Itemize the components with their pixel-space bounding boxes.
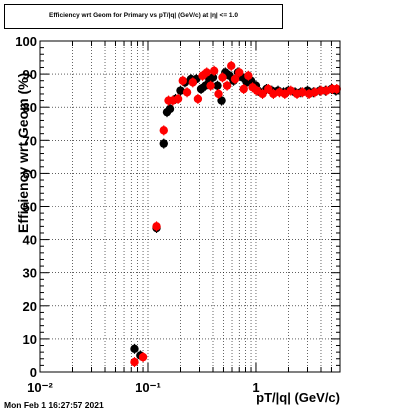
data-point xyxy=(222,81,232,90)
y-tick-label: 50 xyxy=(23,200,37,215)
data-point xyxy=(202,68,211,77)
y-tick-label: 60 xyxy=(23,166,37,181)
data-point xyxy=(230,74,240,84)
grid xyxy=(40,41,341,372)
y-tick-label: 80 xyxy=(23,100,37,115)
y-tick-label: 30 xyxy=(23,266,37,281)
tick-labels: 0 10 20 30 40 50 60 70 80 90 100 10⁻² 10⁻¹ 1 xyxy=(15,34,259,395)
data-point xyxy=(235,68,244,77)
data-point xyxy=(208,73,218,82)
data-point xyxy=(159,139,168,148)
data-point xyxy=(227,61,236,71)
y-tick-label: 10 xyxy=(23,332,37,347)
series-red xyxy=(130,60,341,368)
axis-ticks xyxy=(39,40,341,373)
data-point xyxy=(193,94,203,104)
data-point xyxy=(165,104,175,114)
timestamp: Mon Feb 1 16:27:57 2021 xyxy=(4,400,104,410)
data-point xyxy=(213,81,222,90)
data-point xyxy=(176,86,185,95)
plot-title-box: Efficiency wrt Geom for Primary vs pT/|q… xyxy=(4,4,283,29)
x-axis-label: pT/|q| (GeV/c) xyxy=(256,390,340,405)
data-point xyxy=(130,344,139,354)
data-point xyxy=(298,88,307,97)
data-point xyxy=(188,78,197,87)
x-tick-label: 1 xyxy=(252,380,259,395)
data-point xyxy=(244,71,253,80)
y-tick-label: 20 xyxy=(23,299,37,314)
data-point xyxy=(159,126,168,135)
data-point xyxy=(214,89,223,99)
plot-frame xyxy=(39,40,341,373)
x-tick-label: 10⁻² xyxy=(27,380,53,395)
plot-title: Efficiency wrt Geom for Primary vs pT/|q… xyxy=(49,12,238,19)
data-point xyxy=(332,84,341,94)
data-point xyxy=(173,94,183,104)
data-point xyxy=(206,81,215,90)
x-tick-label: 10⁻¹ xyxy=(135,380,161,395)
data-series xyxy=(130,60,341,368)
data-point xyxy=(258,89,267,99)
data-point xyxy=(182,88,192,97)
y-tick-label: 0 xyxy=(30,365,37,380)
y-tick-label: 90 xyxy=(23,67,37,82)
y-tick-label: 40 xyxy=(23,233,37,248)
data-point xyxy=(178,76,187,85)
data-point xyxy=(218,73,227,82)
data-point xyxy=(138,352,148,362)
data-point xyxy=(239,84,248,94)
data-point xyxy=(286,86,295,95)
data-point xyxy=(209,66,219,75)
series-black xyxy=(130,67,341,361)
data-point xyxy=(217,96,226,105)
y-tick-label: 100 xyxy=(15,34,37,49)
data-point xyxy=(152,222,161,231)
y-tick-label: 70 xyxy=(23,133,37,148)
y-axis-label: Efficiency wrt Geom (%) xyxy=(15,72,31,233)
data-point xyxy=(130,357,139,367)
